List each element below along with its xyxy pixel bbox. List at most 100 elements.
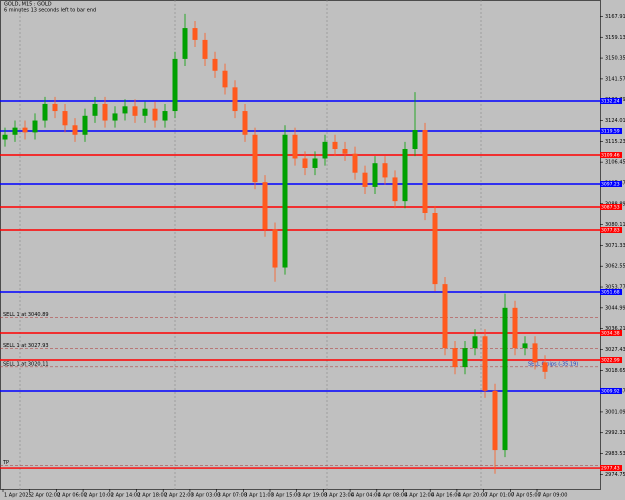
y-tick-label: 3106.45 [605, 160, 625, 166]
candle-body [412, 130, 418, 149]
x-tick-label: 3 Apr 19:00 [298, 493, 327, 499]
candle-body [202, 39, 208, 59]
level-tag [600, 152, 622, 159]
level-tag [600, 387, 622, 394]
x-tick-label: 4 Apr 20:00 [458, 493, 487, 499]
x-tick-label: 1 Apr 2025 [4, 493, 32, 499]
candle-body [112, 113, 118, 121]
y-tick-label: 3150.35 [605, 56, 625, 62]
x-tick-label: 3 Apr 03:00 [191, 493, 220, 499]
candle-body [12, 127, 18, 135]
candle-body [482, 336, 488, 391]
candle-body [312, 158, 318, 168]
candle-body [72, 125, 78, 135]
y-tick-label: 3001.09 [605, 409, 625, 415]
y-tick-label: 3167.91 [605, 14, 625, 20]
candle-body [292, 134, 298, 159]
candle-body [102, 103, 108, 121]
candle-body [452, 348, 458, 368]
candle-body [352, 153, 358, 173]
candle-body [372, 163, 378, 187]
level-tag [600, 181, 622, 188]
x-tick-label: 3 Apr 07:00 [218, 493, 247, 499]
candle-body [502, 307, 508, 451]
candle-body [462, 348, 468, 368]
y-tick-label: 3018.65 [605, 368, 625, 374]
candle-body [302, 158, 308, 168]
y-tick-label: 3027.43 [605, 347, 625, 353]
y-tick-label: 3036.21 [605, 326, 625, 332]
candle-body [422, 130, 428, 213]
y-tick-label: 3071.33 [605, 243, 625, 249]
x-tick-label: 3 Apr 11:00 [244, 493, 273, 499]
candle-body [42, 103, 48, 121]
candle-body [332, 141, 338, 149]
candle-body [402, 148, 408, 202]
x-tick-label: 7 Apr 05:00 [511, 493, 540, 499]
candle-body [182, 28, 188, 59]
candle-body [122, 106, 128, 114]
candle-body [52, 103, 58, 112]
level-tag [600, 98, 622, 105]
trade-label: SELL 1 at 3020.11 [3, 361, 49, 367]
candle-body [172, 58, 178, 112]
candle-body [272, 229, 278, 268]
x-tick-label: 2 Apr 02:00 [31, 493, 60, 499]
x-tick-label: 3 Apr 15:00 [271, 493, 300, 499]
candle-body [22, 127, 28, 133]
candle-body [82, 115, 88, 135]
candle-body [472, 336, 478, 349]
candle-body [432, 212, 438, 285]
y-tick-label: 3159.13 [605, 35, 625, 41]
x-tick-label: 2 Apr 06:00 [57, 493, 86, 499]
level-label: 3097.23 [601, 182, 620, 188]
candle-body [262, 182, 268, 230]
candle-body [492, 390, 498, 451]
y-tick-label: 3053.77 [605, 285, 625, 291]
y-tick-label: 3044.99 [605, 305, 625, 311]
level-tag [600, 330, 622, 337]
level-tag [600, 226, 622, 233]
level-label: 3022.99 [601, 358, 620, 364]
position-label: SELL 0 pips (-35.19) [528, 361, 578, 367]
y-tick-label: 3141.57 [605, 76, 625, 82]
y-tick-label: 3080.11 [605, 222, 625, 228]
candle-body [62, 111, 68, 126]
y-tick-label: 2983.53 [605, 451, 625, 457]
candle-body [382, 163, 388, 178]
candle-body [322, 141, 328, 159]
level-label: 3132.24 [601, 99, 620, 105]
candle-body [532, 343, 538, 363]
candle-body [232, 87, 238, 112]
candle-body [152, 108, 158, 121]
x-tick-label: 3 Apr 23:00 [324, 493, 353, 499]
x-tick-label: 4 Apr 16:00 [431, 493, 460, 499]
y-tick-label: 2974.75 [605, 472, 625, 478]
trade-label: SELL 1 at 3027.93 [3, 343, 49, 349]
candle-body [392, 177, 398, 202]
candle-body [252, 134, 258, 183]
plot-frame [0, 0, 601, 490]
level-label: 3009.92 [601, 388, 620, 394]
trade-label: SELL 1 at 3040.89 [3, 312, 49, 318]
candle-body [212, 58, 218, 71]
candle-body [162, 111, 168, 121]
x-tick-label: 4 Apr 08:00 [378, 493, 407, 499]
x-tick-label: 4 Apr 12:00 [405, 493, 434, 499]
level-tag [600, 465, 622, 472]
candle-body [342, 148, 348, 154]
x-tick-label: 7 Apr 01:00 [485, 493, 514, 499]
candle-body [522, 343, 528, 349]
candle-body [222, 70, 228, 88]
candle-body [32, 120, 38, 133]
level-label: 3087.53 [601, 204, 620, 210]
y-tick-label: 3062.55 [605, 264, 625, 270]
candle-body [282, 134, 288, 268]
level-label: 3077.83 [601, 227, 620, 233]
candle-body [2, 134, 8, 140]
candle-body [512, 307, 518, 349]
candle-body [132, 106, 138, 116]
candle-body [192, 28, 198, 40]
y-tick-label: 3115.23 [605, 139, 625, 145]
